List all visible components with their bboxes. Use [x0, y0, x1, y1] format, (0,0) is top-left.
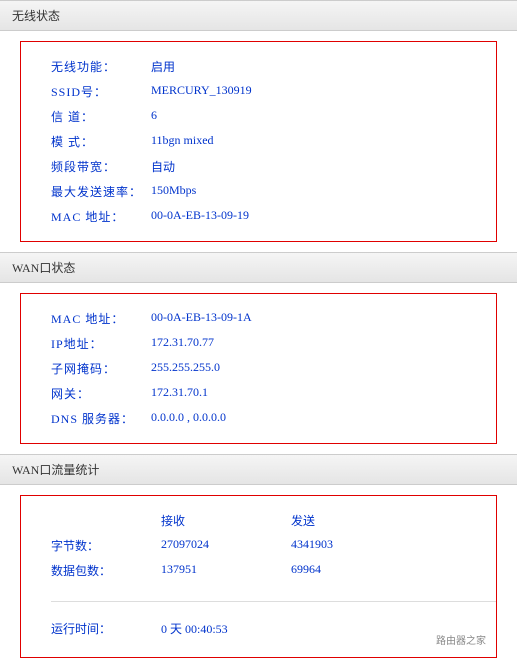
wan-stats-header: WAN口流量统计	[0, 454, 517, 485]
wan-dns-value: 0.0.0.0 , 0.0.0.0	[151, 410, 496, 427]
uptime-row: 运行时间： 0 天 00:40:53	[51, 601, 496, 637]
wan-mac-label: MAC 地址：	[51, 310, 151, 327]
wireless-mac-row: MAC 地址： 00-0A-EB-13-09-19	[51, 204, 496, 229]
wireless-bandwidth-value: 自动	[151, 158, 496, 175]
wireless-mode-label: 模 式：	[51, 133, 151, 150]
wan-title: WAN口状态	[12, 261, 75, 275]
wireless-mode-row: 模 式： 11bgn mixed	[51, 129, 496, 154]
wan-status-header: WAN口状态	[0, 252, 517, 283]
wireless-bandwidth-label: 频段带宽：	[51, 158, 151, 175]
wireless-channel-value: 6	[151, 108, 496, 125]
wan-dns-label: DNS 服务器：	[51, 410, 151, 427]
stats-bytes-label: 字节数：	[51, 537, 161, 554]
wan-mac-value: 00-0A-EB-13-09-1A	[151, 310, 496, 327]
wan-mask-row: 子网掩码： 255.255.255.0	[51, 356, 496, 381]
wan-stats-body: 接收 发送 字节数： 27097024 4341903 数据包数： 137951…	[20, 495, 497, 658]
uptime-value: 0 天 00:40:53	[161, 620, 291, 637]
wireless-function-row: 无线功能： 启用	[51, 54, 496, 79]
wireless-mac-value: 00-0A-EB-13-09-19	[151, 208, 496, 225]
wireless-title: 无线状态	[12, 9, 60, 23]
wan-mask-label: 子网掩码：	[51, 360, 151, 377]
wireless-ssid-label: SSID号：	[51, 83, 151, 100]
wireless-maxrate-row: 最大发送速率： 150Mbps	[51, 179, 496, 204]
stats-tx-header: 发送	[291, 512, 421, 529]
wan-gateway-row: 网关： 172.31.70.1	[51, 381, 496, 406]
stats-packets-rx: 137951	[161, 562, 291, 579]
wireless-function-value: 启用	[151, 58, 496, 75]
wireless-status-header: 无线状态	[0, 0, 517, 31]
wan-mask-value: 255.255.255.0	[151, 360, 496, 377]
wireless-ssid-value: MERCURY_130919	[151, 83, 496, 100]
wireless-bandwidth-row: 频段带宽： 自动	[51, 154, 496, 179]
stats-title: WAN口流量统计	[12, 463, 99, 477]
stats-header-row: 接收 发送	[51, 508, 496, 533]
wireless-mode-value: 11bgn mixed	[151, 133, 496, 150]
wireless-function-label: 无线功能：	[51, 58, 151, 75]
wireless-mac-label: MAC 地址：	[51, 208, 151, 225]
stats-bytes-row: 字节数： 27097024 4341903	[51, 533, 496, 558]
stats-empty-label	[51, 512, 161, 529]
watermark-text: 路由器之家	[436, 632, 486, 647]
wireless-maxrate-label: 最大发送速率：	[51, 183, 151, 200]
wireless-channel-row: 信 道： 6	[51, 104, 496, 129]
wan-gateway-label: 网关：	[51, 385, 151, 402]
wan-status-body: MAC 地址： 00-0A-EB-13-09-1A IP地址： 172.31.7…	[20, 293, 497, 444]
stats-packets-label: 数据包数：	[51, 562, 161, 579]
wan-gateway-value: 172.31.70.1	[151, 385, 496, 402]
stats-bytes-tx: 4341903	[291, 537, 421, 554]
wan-ip-label: IP地址：	[51, 335, 151, 352]
wan-ip-row: IP地址： 172.31.70.77	[51, 331, 496, 356]
wan-ip-value: 172.31.70.77	[151, 335, 496, 352]
stats-packets-tx: 69964	[291, 562, 421, 579]
wireless-status-body: 无线功能： 启用 SSID号： MERCURY_130919 信 道： 6 模 …	[20, 41, 497, 242]
wireless-maxrate-value: 150Mbps	[151, 183, 496, 200]
stats-rx-header: 接收	[161, 512, 291, 529]
uptime-label: 运行时间：	[51, 620, 161, 637]
wan-dns-row: DNS 服务器： 0.0.0.0 , 0.0.0.0	[51, 406, 496, 431]
stats-packets-row: 数据包数： 137951 69964	[51, 558, 496, 583]
wireless-ssid-row: SSID号： MERCURY_130919	[51, 79, 496, 104]
stats-bytes-rx: 27097024	[161, 537, 291, 554]
wan-mac-row: MAC 地址： 00-0A-EB-13-09-1A	[51, 306, 496, 331]
wireless-channel-label: 信 道：	[51, 108, 151, 125]
